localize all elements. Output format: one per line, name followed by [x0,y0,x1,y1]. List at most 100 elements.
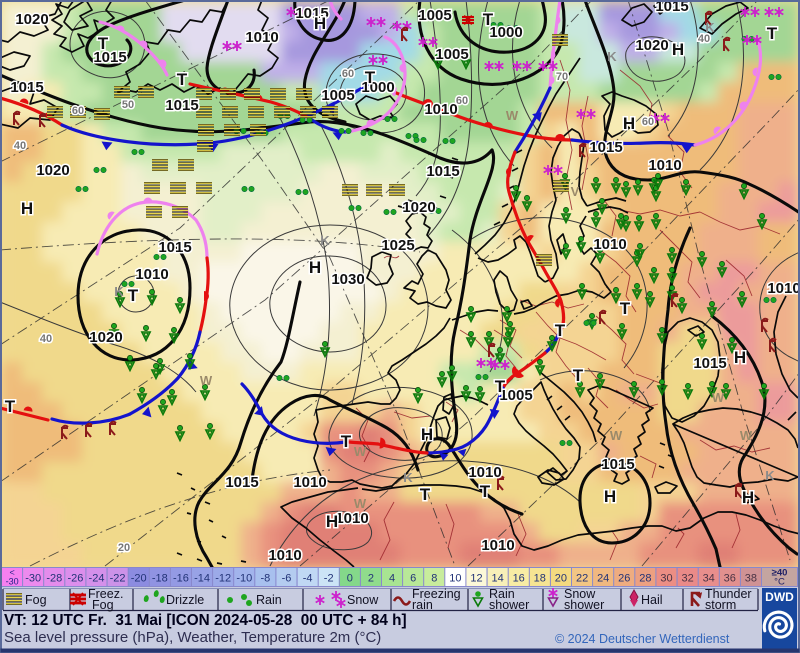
svg-text:1010: 1010 [648,157,681,174]
svg-text:6: 6 [410,573,416,585]
svg-text:28: 28 [639,573,651,585]
svg-text:26: 26 [618,573,630,585]
svg-text:T: T [495,377,506,396]
svg-text:4: 4 [389,573,395,585]
svg-text:T: T [767,24,778,43]
svg-text:32: 32 [681,573,693,585]
svg-text:1015: 1015 [655,0,688,15]
svg-text:T: T [98,34,109,53]
svg-text:Snow: Snow [347,593,379,607]
svg-text:T: T [341,432,352,451]
svg-text:-28: -28 [46,573,62,585]
svg-text:18: 18 [534,573,546,585]
svg-text:© 2024 Deutscher Wetterdienst: © 2024 Deutscher Wetterdienst [555,632,730,646]
svg-text:1015: 1015 [601,456,634,473]
svg-text:24: 24 [597,573,609,585]
svg-text:H: H [21,199,33,218]
svg-text:H: H [742,488,754,507]
svg-text:1025: 1025 [381,237,414,254]
svg-text:°C: °C [774,577,785,588]
svg-text:-24: -24 [89,573,105,585]
svg-text:12: 12 [470,573,482,585]
svg-text:T: T [480,482,491,501]
svg-text:1010: 1010 [767,280,800,297]
svg-text:2: 2 [368,573,374,585]
svg-text:W: W [740,428,753,443]
svg-text:1020: 1020 [635,37,668,54]
svg-text:Thunder: Thunder [705,587,752,601]
svg-text:H: H [326,512,338,531]
svg-text:Fog: Fog [25,593,47,607]
svg-text:1005: 1005 [435,46,468,63]
svg-text:K: K [765,468,775,483]
svg-text:-2: -2 [324,573,334,585]
svg-text:W: W [712,390,725,405]
svg-text:1010: 1010 [268,547,301,564]
svg-text:H: H [623,114,635,133]
svg-text:8: 8 [431,573,437,585]
svg-text:Sea level pressure (hPa), Weat: Sea level pressure (hPa), Weather, Tempe… [4,629,381,646]
svg-text:H: H [309,258,321,277]
svg-text:T: T [420,485,431,504]
svg-text:K: K [403,470,413,485]
svg-text:20: 20 [555,573,567,585]
svg-text:Freezing: Freezing [412,587,461,601]
svg-text:70: 70 [556,71,568,83]
svg-text:1015: 1015 [693,355,726,372]
svg-text:-6: -6 [282,573,292,585]
svg-text:K: K [705,20,715,35]
svg-text:1015: 1015 [10,79,43,96]
svg-text:Drizzle: Drizzle [166,593,204,607]
svg-text:-18: -18 [152,573,168,585]
svg-text:W: W [354,496,367,511]
svg-text:storm: storm [705,598,736,612]
svg-text:1020: 1020 [36,162,69,179]
svg-text:1020: 1020 [89,329,122,346]
svg-text:-26: -26 [67,573,83,585]
svg-text:-8: -8 [261,573,271,585]
svg-text:20: 20 [118,542,130,554]
svg-text:H: H [672,40,684,59]
svg-text:VT: 12 UTC Fr. 31 Mai [ICON 2: VT: 12 UTC Fr. 31 Mai [ICON 2024-05-28 0… [4,612,407,629]
svg-text:K: K [607,49,617,64]
svg-text:Snow: Snow [564,587,596,601]
svg-text:1010: 1010 [424,101,457,118]
svg-text:T: T [365,68,376,87]
svg-text:1015: 1015 [589,139,622,156]
svg-text:60: 60 [642,116,654,128]
svg-text:T: T [5,397,16,416]
svg-text:1010: 1010 [293,474,326,491]
svg-text:-10: -10 [236,573,252,585]
svg-text:rain: rain [412,598,433,612]
svg-text:34: 34 [703,573,715,585]
svg-text:1010: 1010 [468,464,501,481]
svg-text:shower: shower [564,598,604,612]
svg-text:1030: 1030 [331,271,364,288]
svg-text:36: 36 [724,573,736,585]
svg-text:1015: 1015 [93,49,126,66]
svg-text:1010: 1010 [335,510,368,527]
svg-text:W: W [354,444,367,459]
svg-text:H: H [734,348,746,367]
svg-text:1005: 1005 [321,87,354,104]
svg-text:60: 60 [456,95,468,107]
svg-text:14: 14 [491,573,503,585]
svg-text:40: 40 [698,33,710,45]
svg-text:1015: 1015 [158,239,191,256]
svg-text:50: 50 [122,99,134,111]
svg-text:≥40: ≥40 [772,568,788,579]
svg-text:1000: 1000 [489,24,522,41]
svg-text:Fog: Fog [92,598,114,612]
svg-text:1005: 1005 [499,387,532,404]
svg-text:-22: -22 [110,573,126,585]
svg-text:1010: 1010 [245,29,278,46]
svg-text:H: H [604,487,616,506]
svg-text:W: W [610,428,623,443]
svg-text:<: < [9,568,14,578]
svg-text:Freez.: Freez. [88,587,123,601]
svg-text:W: W [506,108,519,123]
svg-text:1010: 1010 [481,537,514,554]
svg-text:38: 38 [745,573,757,585]
svg-text:K: K [320,233,330,248]
svg-text:1010: 1010 [593,236,626,253]
